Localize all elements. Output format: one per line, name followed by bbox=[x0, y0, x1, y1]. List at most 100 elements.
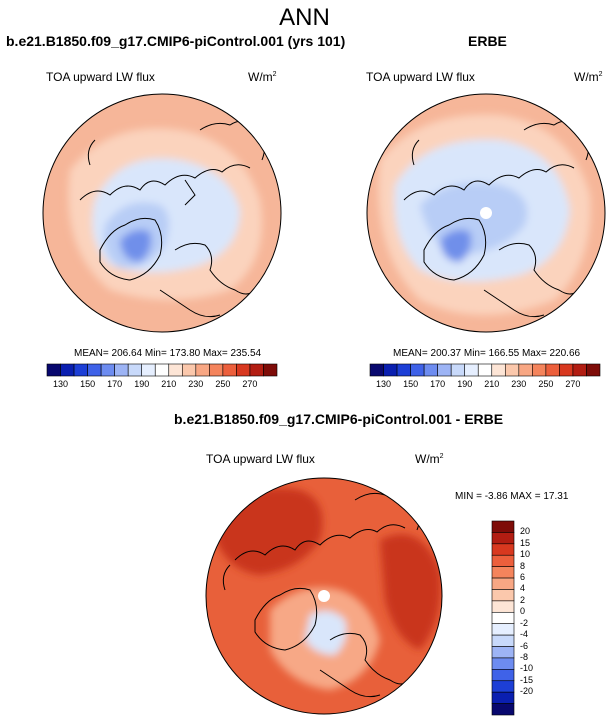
left-colorbar-box bbox=[249, 363, 264, 377]
left-colorbar-tick-label: 230 bbox=[188, 379, 204, 389]
left-units-base: W/m bbox=[248, 70, 273, 84]
diff-colorbar-tick-label: 6 bbox=[520, 572, 526, 583]
diff-colorbar-box bbox=[491, 520, 515, 533]
left-colorbar-box bbox=[100, 363, 115, 377]
left-colorbar-tick-label: 250 bbox=[215, 379, 231, 389]
diff-colorbar-tick-label: -15 bbox=[520, 674, 534, 685]
right-colorbar-box bbox=[504, 363, 520, 377]
right-colorbar-box bbox=[532, 363, 547, 377]
right-colorbar-box bbox=[491, 363, 506, 377]
right-map-border bbox=[366, 93, 606, 333]
diff-colorbar-box bbox=[491, 623, 515, 636]
diff-colorbar-tick-label: 10 bbox=[520, 549, 531, 560]
left-colorbar-box bbox=[195, 363, 210, 377]
right-colorbar-box bbox=[450, 363, 466, 377]
right-units-label: W/m2 bbox=[574, 70, 603, 84]
left-colorbar bbox=[46, 363, 278, 377]
diff-colorbar-box bbox=[491, 532, 515, 545]
right-colorbar-box bbox=[545, 363, 560, 377]
diff-variable-label: TOA upward LW flux bbox=[206, 452, 315, 466]
diff-colorbar-tick-label: -4 bbox=[520, 629, 529, 640]
left-units-label: W/m2 bbox=[248, 70, 277, 84]
right-units-exp: 2 bbox=[598, 71, 603, 78]
left-panel-title: b.e21.B1850.f09_g17.CMIP6-piControl.001 … bbox=[6, 33, 346, 49]
diff-colorbar-box bbox=[491, 543, 515, 556]
diff-colorbar-box bbox=[491, 646, 515, 659]
diff-colorbar-box bbox=[491, 634, 515, 647]
right-greenland-core bbox=[440, 229, 472, 262]
diff-colorbar-tick-label: 2 bbox=[520, 594, 526, 605]
season-title: ANN bbox=[279, 4, 330, 31]
diff-panel-title: b.e21.B1850.f09_g17.CMIP6-piControl.001 … bbox=[174, 411, 504, 427]
left-stats: MEAN= 206.64 Min= 173.80 Max= 235.54 bbox=[74, 348, 262, 359]
left-colorbar-box bbox=[87, 363, 102, 377]
left-polar-map bbox=[42, 93, 282, 333]
diff-colorbar-tick-label: -10 bbox=[520, 663, 534, 674]
left-colorbar-tick-label: 270 bbox=[242, 379, 258, 389]
left-colorbar-tick-label: 170 bbox=[107, 379, 123, 389]
right-colorbar-tick-label: 210 bbox=[484, 379, 500, 389]
right-colorbar-tick-label: 230 bbox=[511, 379, 527, 389]
left-colorbar-tick-label: 210 bbox=[161, 379, 177, 389]
diff-map-border bbox=[205, 477, 443, 715]
right-stats: MEAN= 200.37 Min= 166.55 Max= 220.66 bbox=[393, 348, 581, 359]
right-colorbar-box bbox=[423, 363, 438, 377]
left-colorbar-box bbox=[236, 363, 251, 377]
right-pole-hole bbox=[480, 207, 492, 219]
left-variable-label: TOA upward LW flux bbox=[46, 70, 155, 84]
right-colorbar-tick-label: 130 bbox=[376, 379, 392, 389]
left-colorbar-tick-label: 150 bbox=[80, 379, 96, 389]
diff-colorbar-box bbox=[491, 600, 515, 613]
right-colorbar-box bbox=[586, 363, 601, 377]
diff-colorbar-tick-label: 20 bbox=[520, 526, 531, 537]
right-colorbar-box bbox=[369, 363, 384, 377]
left-colorbar-box bbox=[127, 363, 143, 377]
left-colorbar-box bbox=[46, 363, 61, 377]
left-colorbar-box bbox=[181, 363, 197, 377]
left-colorbar-box bbox=[168, 363, 183, 377]
right-colorbar-box bbox=[464, 363, 479, 377]
diff-colorbar-tick-label: 8 bbox=[520, 560, 526, 571]
right-colorbar-box bbox=[396, 363, 411, 377]
left-colorbar-box bbox=[73, 363, 88, 377]
left-coastlines bbox=[79, 120, 266, 318]
right-polar-map bbox=[366, 93, 606, 333]
left-colorbar-box bbox=[60, 363, 75, 377]
diff-colorbar-box bbox=[491, 657, 515, 670]
right-colorbar-tick-label: 270 bbox=[565, 379, 581, 389]
diff-colorbar-box bbox=[491, 680, 515, 693]
left-greenland-core bbox=[120, 229, 152, 262]
right-variable-label: TOA upward LW flux bbox=[366, 70, 475, 84]
left-colorbar-box bbox=[114, 363, 129, 377]
right-colorbar-box bbox=[410, 363, 425, 377]
diff-colorbar-tick-label: -20 bbox=[520, 686, 534, 697]
diff-colorbar-box bbox=[491, 669, 515, 682]
diff-colorbar-tick-label: 15 bbox=[520, 537, 531, 548]
right-colorbar-tick-label: 250 bbox=[538, 379, 554, 389]
diff-colorbar-tick-label: -8 bbox=[520, 651, 529, 662]
right-colorbar-tick-label: 150 bbox=[403, 379, 419, 389]
right-colorbar-box bbox=[559, 363, 574, 377]
right-colorbar-box bbox=[383, 363, 398, 377]
right-panel-title: ERBE bbox=[468, 33, 507, 49]
left-colorbar-tick-label: 190 bbox=[134, 379, 150, 389]
diff-colorbar-box bbox=[491, 566, 515, 579]
left-map-border bbox=[42, 93, 282, 333]
left-colorbar-box bbox=[263, 363, 278, 377]
diff-colorbar-tick-label: -2 bbox=[520, 617, 529, 628]
diff-minmax: MIN = -3.86 MAX = 17.31 bbox=[455, 491, 569, 502]
diff-colorbar-tick-label: -6 bbox=[520, 640, 529, 651]
right-colorbar-tick-label: 190 bbox=[457, 379, 473, 389]
diff-colorbar-box bbox=[491, 691, 515, 704]
diff-units-base: W/m bbox=[415, 452, 440, 466]
left-colorbar-box bbox=[209, 363, 224, 377]
right-units-base: W/m bbox=[574, 70, 599, 84]
diff-colorbar-tick-label: 0 bbox=[520, 606, 526, 617]
diff-colorbar-box bbox=[491, 611, 515, 625]
left-colorbar-box bbox=[141, 363, 156, 377]
right-colorbar-box bbox=[572, 363, 587, 377]
diff-colorbar-box bbox=[491, 577, 515, 590]
diff-colorbar bbox=[491, 520, 515, 716]
diff-polar-map bbox=[205, 477, 443, 715]
